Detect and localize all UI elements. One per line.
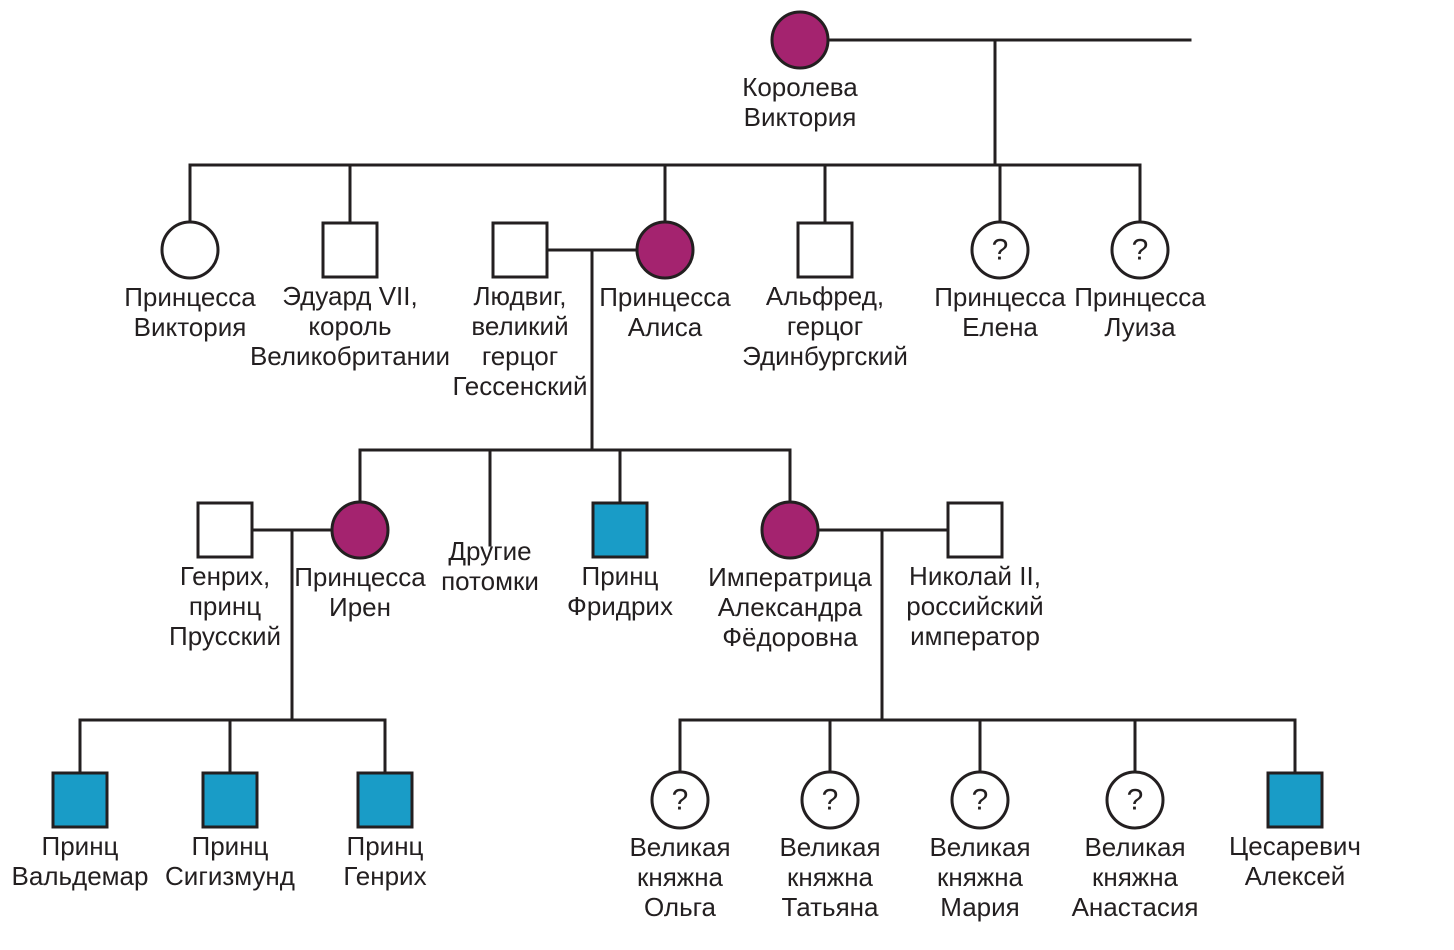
label-louise: ПринцессаЛуиза bbox=[1074, 282, 1206, 342]
label-victoria: КоролеваВиктория bbox=[742, 72, 858, 132]
person-alice bbox=[637, 222, 693, 278]
person-heinrich bbox=[358, 773, 412, 827]
label-helena: ПринцессаЕлена bbox=[934, 282, 1066, 342]
unknown-mark: ? bbox=[972, 784, 989, 817]
unknown-mark: ? bbox=[1127, 784, 1144, 817]
connection-lines bbox=[80, 40, 1295, 773]
label-alfred: Альфред,герцогЭдинбургский bbox=[742, 281, 908, 371]
person-p_victoria bbox=[162, 222, 218, 278]
label-alexandra: ИмператрицаАлександраФёдоровна bbox=[708, 562, 872, 652]
person-henry_prussia bbox=[198, 503, 252, 557]
label-maria: ВеликаякняжнаМария bbox=[929, 832, 1030, 922]
label-heinrich: ПринцГенрих bbox=[343, 831, 426, 891]
person-victoria bbox=[772, 12, 828, 68]
person-nicholas bbox=[948, 503, 1002, 557]
label-irene: ПринцессаИрен bbox=[294, 562, 426, 622]
person-waldemar bbox=[53, 773, 107, 827]
person-alexandra bbox=[762, 502, 818, 558]
label-anastasia: ВеликаякняжнаАнастасия bbox=[1072, 832, 1199, 922]
label-alice: ПринцессаАлиса bbox=[599, 282, 731, 342]
person-friedrich bbox=[593, 503, 647, 557]
person-alexei bbox=[1268, 773, 1322, 827]
person-edward bbox=[323, 223, 377, 277]
label-tatiana: ВеликаякняжнаТатьяна bbox=[779, 832, 880, 922]
label-friedrich: ПринцФридрих bbox=[567, 561, 673, 621]
unknown-mark: ? bbox=[672, 784, 689, 817]
label-edward: Эдуард VII,корольВеликобритании bbox=[250, 281, 450, 371]
unknown-mark: ? bbox=[992, 234, 1009, 267]
nodes: ?????? bbox=[53, 12, 1322, 828]
person-ludwig bbox=[493, 223, 547, 277]
label-sigismund: ПринцСигизмунд bbox=[165, 831, 295, 891]
person-alfred bbox=[798, 223, 852, 277]
person-sigismund bbox=[203, 773, 257, 827]
label-waldemar: ПринцВальдемар bbox=[12, 831, 149, 891]
pedigree-diagram: ??????КоролеваВикторияПринцессаВикторияЭ… bbox=[0, 0, 1454, 950]
unknown-mark: ? bbox=[1132, 234, 1149, 267]
label-ludwig: Людвиг,великийгерцогГессенский bbox=[452, 281, 587, 401]
label-nicholas: Николай II,российскийимператор bbox=[906, 561, 1043, 651]
label-alexei: ЦесаревичАлексей bbox=[1229, 831, 1361, 891]
label-p_victoria: ПринцессаВиктория bbox=[124, 282, 256, 342]
label-henry_prussia: Генрих,принцПрусский bbox=[169, 561, 281, 651]
label-olga: ВеликаякняжнаОльга bbox=[629, 832, 730, 922]
label-others: Другиепотомки bbox=[441, 536, 539, 596]
unknown-mark: ? bbox=[822, 784, 839, 817]
person-irene bbox=[332, 502, 388, 558]
